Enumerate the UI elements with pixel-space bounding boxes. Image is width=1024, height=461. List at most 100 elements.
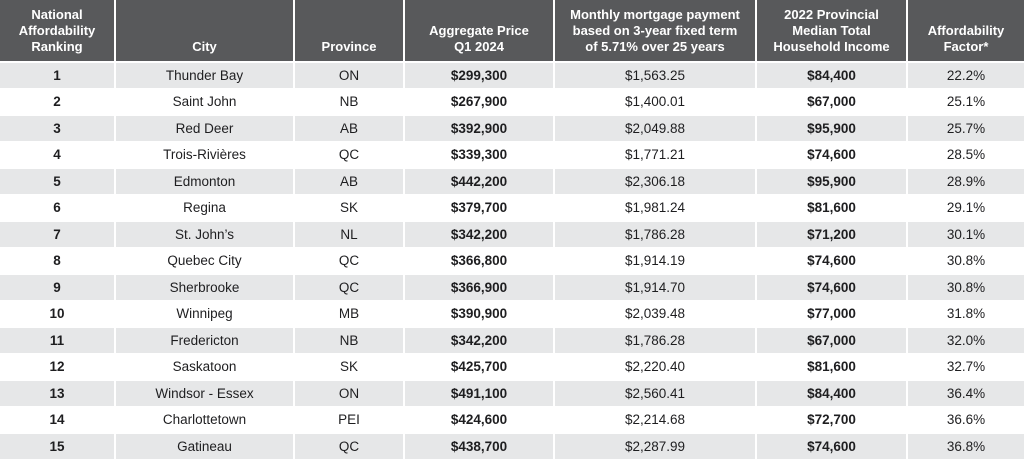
cell-city: Sherbrooke bbox=[116, 275, 295, 302]
cell-median-income: $81,600 bbox=[757, 354, 908, 381]
cell-province: ON bbox=[295, 381, 405, 408]
cell-monthly-payment: $1,914.70 bbox=[555, 275, 757, 302]
cell-affordability-factor: 36.8% bbox=[908, 434, 1024, 461]
cell-monthly-payment: $2,560.41 bbox=[555, 381, 757, 408]
header-row: National Affordability Ranking City Prov… bbox=[0, 0, 1024, 63]
cell-monthly-payment: $2,220.40 bbox=[555, 354, 757, 381]
table-body: 1 Thunder Bay ON $299,300 $1,563.25 $84,… bbox=[0, 63, 1024, 461]
cell-median-income: $84,400 bbox=[757, 381, 908, 408]
table-row: 4 Trois-Rivières QC $339,300 $1,771.21 $… bbox=[0, 142, 1024, 169]
cell-rank: 2 bbox=[0, 89, 116, 116]
cell-affordability-factor: 30.8% bbox=[908, 248, 1024, 275]
cell-rank: 9 bbox=[0, 275, 116, 302]
cell-rank: 10 bbox=[0, 301, 116, 328]
cell-affordability-factor: 32.0% bbox=[908, 328, 1024, 355]
cell-aggregate-price: $491,100 bbox=[405, 381, 555, 408]
cell-rank: 15 bbox=[0, 434, 116, 461]
header-province: Province bbox=[295, 0, 405, 63]
header-median-household-income: 2022 Provincial Median Total Household I… bbox=[757, 0, 908, 63]
cell-aggregate-price: $390,900 bbox=[405, 301, 555, 328]
cell-rank: 4 bbox=[0, 142, 116, 169]
cell-city: Fredericton bbox=[116, 328, 295, 355]
cell-province: QC bbox=[295, 434, 405, 461]
table-row: 1 Thunder Bay ON $299,300 $1,563.25 $84,… bbox=[0, 63, 1024, 90]
cell-aggregate-price: $342,200 bbox=[405, 222, 555, 249]
cell-city: Windsor - Essex bbox=[116, 381, 295, 408]
cell-province: AB bbox=[295, 169, 405, 196]
cell-province: AB bbox=[295, 116, 405, 143]
table-row: 11 Fredericton NB $342,200 $1,786.28 $67… bbox=[0, 328, 1024, 355]
cell-monthly-payment: $1,786.28 bbox=[555, 222, 757, 249]
cell-rank: 14 bbox=[0, 407, 116, 434]
cell-city: Edmonton bbox=[116, 169, 295, 196]
cell-monthly-payment: $2,049.88 bbox=[555, 116, 757, 143]
cell-rank: 7 bbox=[0, 222, 116, 249]
cell-median-income: $74,600 bbox=[757, 142, 908, 169]
cell-affordability-factor: 36.6% bbox=[908, 407, 1024, 434]
cell-affordability-factor: 30.1% bbox=[908, 222, 1024, 249]
cell-median-income: $74,600 bbox=[757, 434, 908, 461]
cell-city: Red Deer bbox=[116, 116, 295, 143]
table-header: National Affordability Ranking City Prov… bbox=[0, 0, 1024, 63]
cell-province: NL bbox=[295, 222, 405, 249]
cell-aggregate-price: $267,900 bbox=[405, 89, 555, 116]
cell-city: Saskatoon bbox=[116, 354, 295, 381]
cell-city: Regina bbox=[116, 195, 295, 222]
header-aggregate-price: Aggregate Price Q1 2024 bbox=[405, 0, 555, 63]
cell-aggregate-price: $366,800 bbox=[405, 248, 555, 275]
table-row: 9 Sherbrooke QC $366,900 $1,914.70 $74,6… bbox=[0, 275, 1024, 302]
cell-province: QC bbox=[295, 248, 405, 275]
cell-province: SK bbox=[295, 195, 405, 222]
cell-affordability-factor: 30.8% bbox=[908, 275, 1024, 302]
cell-aggregate-price: $392,900 bbox=[405, 116, 555, 143]
cell-affordability-factor: 22.2% bbox=[908, 63, 1024, 90]
cell-aggregate-price: $442,200 bbox=[405, 169, 555, 196]
table-row: 12 Saskatoon SK $425,700 $2,220.40 $81,6… bbox=[0, 354, 1024, 381]
cell-median-income: $74,600 bbox=[757, 248, 908, 275]
cell-aggregate-price: $366,900 bbox=[405, 275, 555, 302]
cell-rank: 12 bbox=[0, 354, 116, 381]
cell-city: St. John’s bbox=[116, 222, 295, 249]
cell-monthly-payment: $1,563.25 bbox=[555, 63, 757, 90]
cell-city: Charlottetown bbox=[116, 407, 295, 434]
table-row: 7 St. John’s NL $342,200 $1,786.28 $71,2… bbox=[0, 222, 1024, 249]
cell-median-income: $67,000 bbox=[757, 328, 908, 355]
cell-province: NB bbox=[295, 328, 405, 355]
cell-rank: 3 bbox=[0, 116, 116, 143]
cell-aggregate-price: $379,700 bbox=[405, 195, 555, 222]
cell-median-income: $84,400 bbox=[757, 63, 908, 90]
cell-province: SK bbox=[295, 354, 405, 381]
table-row: 6 Regina SK $379,700 $1,981.24 $81,600 2… bbox=[0, 195, 1024, 222]
cell-aggregate-price: $299,300 bbox=[405, 63, 555, 90]
cell-province: QC bbox=[295, 142, 405, 169]
cell-median-income: $67,000 bbox=[757, 89, 908, 116]
cell-affordability-factor: 36.4% bbox=[908, 381, 1024, 408]
table-row: 2 Saint John NB $267,900 $1,400.01 $67,0… bbox=[0, 89, 1024, 116]
cell-affordability-factor: 29.1% bbox=[908, 195, 1024, 222]
cell-province: ON bbox=[295, 63, 405, 90]
cell-affordability-factor: 32.7% bbox=[908, 354, 1024, 381]
cell-rank: 13 bbox=[0, 381, 116, 408]
cell-city: Winnipeg bbox=[116, 301, 295, 328]
cell-aggregate-price: $342,200 bbox=[405, 328, 555, 355]
cell-monthly-payment: $1,981.24 bbox=[555, 195, 757, 222]
table-row: 14 Charlottetown PEI $424,600 $2,214.68 … bbox=[0, 407, 1024, 434]
header-national-affordability-ranking: National Affordability Ranking bbox=[0, 0, 116, 63]
cell-city: Gatineau bbox=[116, 434, 295, 461]
cell-affordability-factor: 25.7% bbox=[908, 116, 1024, 143]
cell-province: PEI bbox=[295, 407, 405, 434]
cell-median-income: $74,600 bbox=[757, 275, 908, 302]
cell-rank: 1 bbox=[0, 63, 116, 90]
table-row: 13 Windsor - Essex ON $491,100 $2,560.41… bbox=[0, 381, 1024, 408]
cell-monthly-payment: $2,287.99 bbox=[555, 434, 757, 461]
cell-city: Quebec City bbox=[116, 248, 295, 275]
cell-median-income: $81,600 bbox=[757, 195, 908, 222]
cell-median-income: $95,900 bbox=[757, 169, 908, 196]
cell-aggregate-price: $424,600 bbox=[405, 407, 555, 434]
table-row: 8 Quebec City QC $366,800 $1,914.19 $74,… bbox=[0, 248, 1024, 275]
cell-aggregate-price: $438,700 bbox=[405, 434, 555, 461]
cell-median-income: $95,900 bbox=[757, 116, 908, 143]
cell-median-income: $72,700 bbox=[757, 407, 908, 434]
cell-aggregate-price: $339,300 bbox=[405, 142, 555, 169]
